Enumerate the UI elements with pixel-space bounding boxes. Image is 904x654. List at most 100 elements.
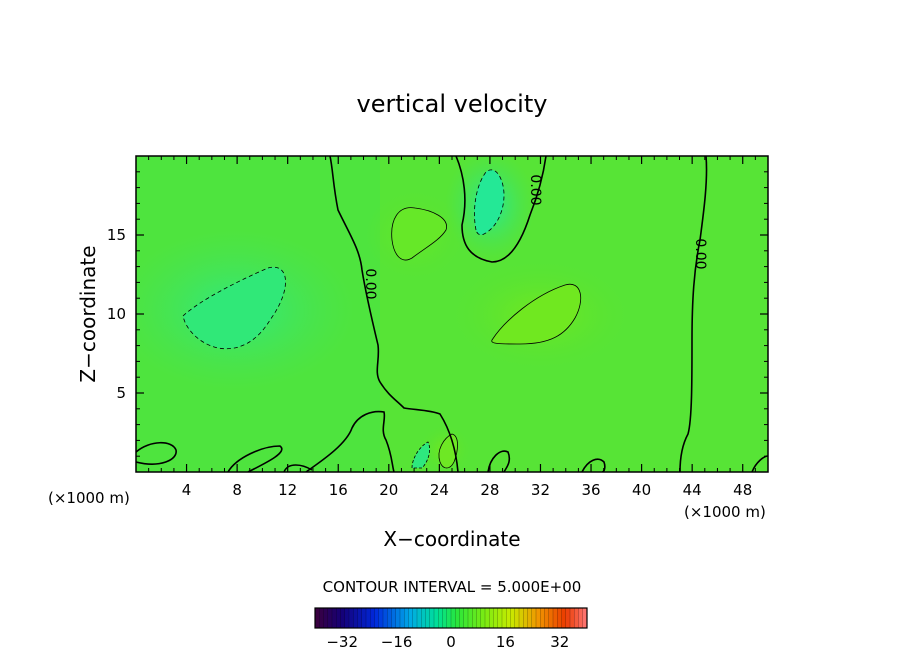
colorbar-cell [400,608,405,628]
colorbar-cell [366,608,371,628]
colorbar-cell [417,608,422,628]
region-negative-top [474,169,505,236]
colorbar-cell [408,608,414,628]
colorbar-cell [565,608,571,628]
colorbar-cell [485,608,490,628]
colorbar-cell [468,608,473,628]
colorbar-cell [527,608,533,628]
x-tick-label: 16 [329,481,348,499]
zero-contour-top [455,156,547,263]
region-positive-center [491,283,582,345]
colorbar-cell [472,608,477,628]
colorbar-tick-label: −32 [326,633,358,651]
colorbar-cell [353,608,358,628]
colorbar-cell [327,608,333,628]
colorbar-cell [582,608,588,628]
colorbar-cell [570,608,575,628]
colorbar-cell [489,608,494,628]
zero-contour-left [329,156,459,472]
colorbar-cell [574,608,579,628]
zero-contour-bottom-a [136,441,177,465]
contour-interval-label: CONTOUR INTERVAL = 5.000E+00 [323,578,582,596]
colorbar-cell [548,608,554,628]
colorbar-cell [340,608,346,628]
x-tick-label: 28 [480,481,499,499]
colorbar [314,607,588,629]
colorbar-cell [357,608,363,628]
colorbar-cell [463,608,469,628]
x-tick-label: 12 [278,481,297,499]
x-tick-label: 44 [683,481,702,499]
x-tick-label: 20 [379,481,398,499]
colorbar-cell [438,608,443,628]
colorbar-cell [442,608,448,628]
chart-title: vertical velocity [357,90,548,118]
colorbar-cell [387,608,392,628]
colorbar-cell [425,608,431,628]
x-tick-label: 36 [581,481,600,499]
colorbar-cell [497,608,503,628]
colorbar-cell [383,608,388,628]
colorbar-cell [510,608,516,628]
colorbar-cell [502,608,507,628]
colorbar-tick-label: 0 [446,633,456,651]
y-axis-ticks: 5 10 15 [107,171,768,457]
colorbar-tick-label: 32 [550,633,569,651]
colorbar-tick-label: 16 [496,633,515,651]
colorbar-cell [544,608,550,628]
colorbar-cell [557,608,562,628]
colorbar-cell [404,608,409,628]
x-tick-label: 24 [430,481,449,499]
colorbar-cell [434,608,439,628]
contour-label-left: 0.00 [362,268,378,299]
colorbar-cell [493,608,499,628]
colorbar-cell [391,608,397,628]
colorbar-frame [314,607,588,629]
x-axis-label: X−coordinate [383,527,520,551]
plot-area: 0.00 0.00 0.00 [136,156,768,472]
x-tick-label: 32 [531,481,550,499]
contour-label-right: 0.00 [692,238,708,269]
x-unit-left: (×1000 m) [48,489,130,507]
colorbar-cell [336,608,341,628]
zero-contour-bottom-c [283,410,395,472]
y-axis-label: Z−coordinate [76,245,100,382]
colorbar-cell [476,608,482,628]
colorbar-cell [480,608,486,628]
colorbar-cell [349,608,354,628]
colorbar-cell [421,608,426,628]
colorbar-cell [553,608,558,628]
zero-contour-right [679,156,708,472]
colorbar-cell [540,608,545,628]
colorbar-cell [561,608,567,628]
region-negative-left [182,266,286,350]
x-tick-label: 40 [632,481,651,499]
colorbar-cell [519,608,524,628]
colorbar-cell [455,608,460,628]
colorbar-cell [446,608,452,628]
zero-contour-bottom-d [487,450,511,472]
colorbar-cell [361,608,367,628]
colorbar-cell [374,608,380,628]
colorbar-cell [531,608,537,628]
x-tick-label: 8 [232,481,242,499]
x-tick-label: 4 [182,481,192,499]
x-tick-label: 48 [733,481,752,499]
colorbar-cell [395,608,401,628]
colorbar-cell [323,608,329,628]
x-axis-ticks: 4 8 12 16 20 24 28 32 36 40 44 48 [148,156,756,499]
contour-label-top: 0.00 [527,174,543,205]
colorbar-cell [412,608,418,628]
colorbar-cell [344,608,350,628]
colorbar-cell [370,608,375,628]
colorbar-tick-label: −16 [381,633,413,651]
colorbar-cell [514,608,520,628]
colorbar-cell [315,608,320,628]
colorbar-cell [506,608,511,628]
colorbar-ticks: −32 −16 0 16 32 [326,633,569,651]
region-positive-top [391,207,447,261]
y-tick-label: 10 [107,305,126,323]
colorbar-cell [451,608,456,628]
colorbar-cell [459,608,465,628]
